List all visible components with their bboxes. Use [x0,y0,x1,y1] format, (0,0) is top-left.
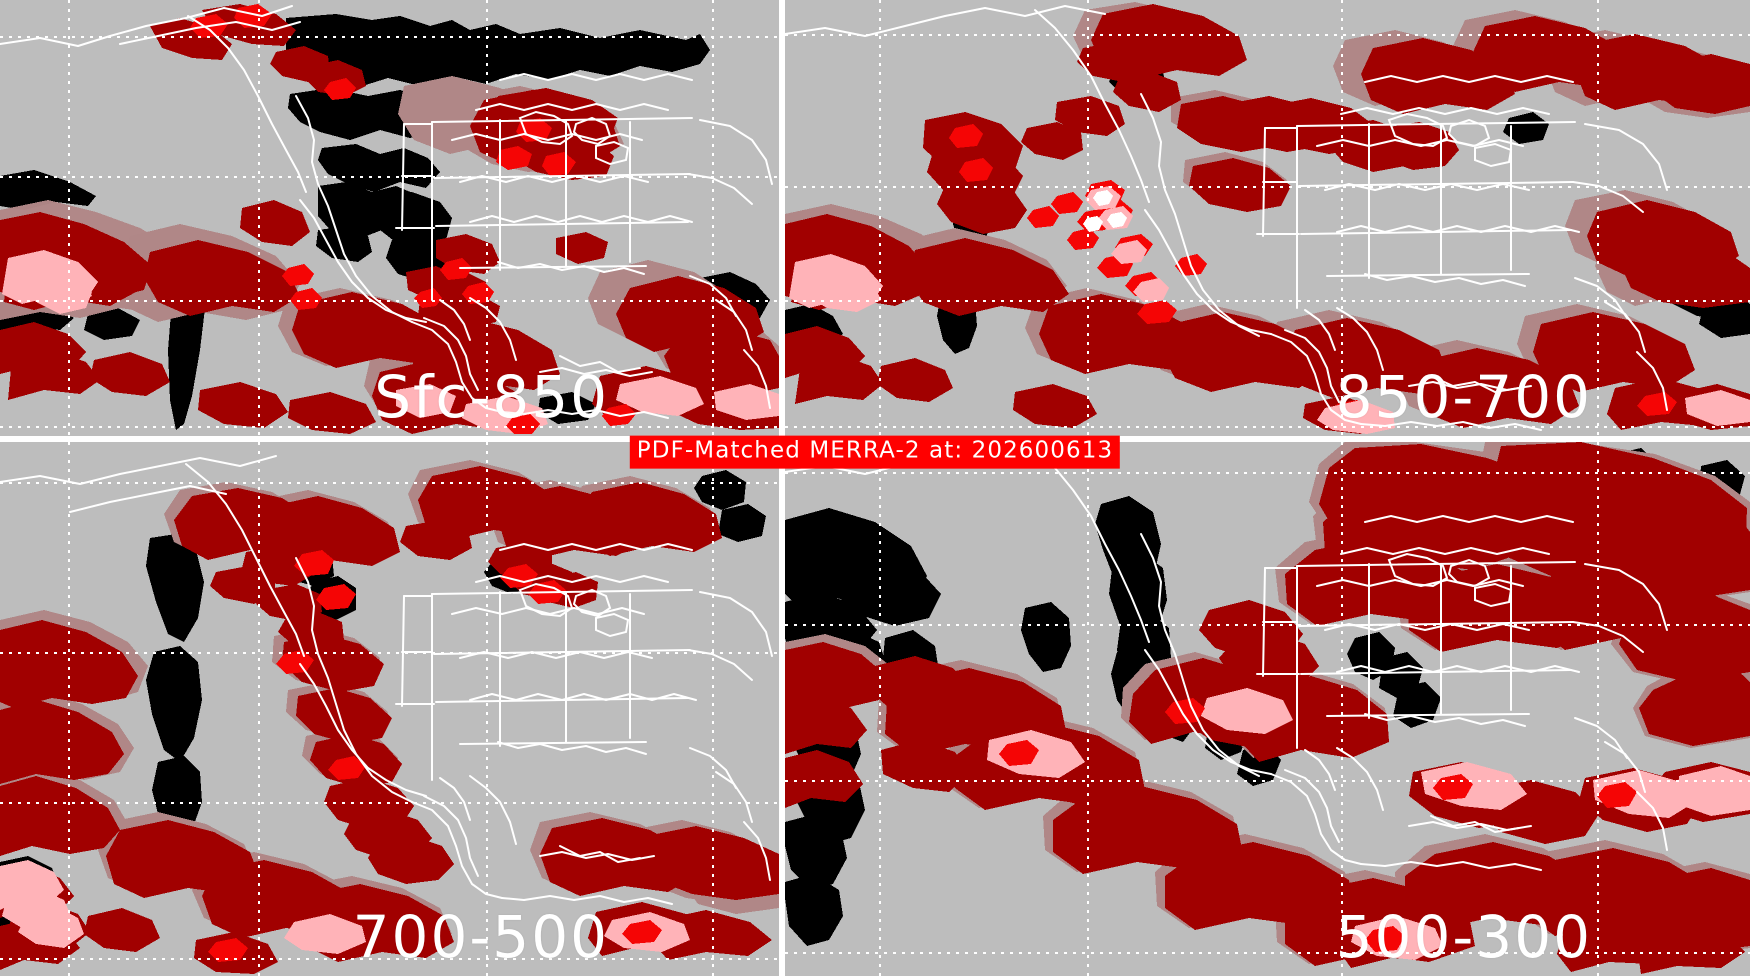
panel-label-sfc-850: Sfc-850 [374,363,609,431]
panel-sfc-850[interactable]: Sfc-850 [0,0,779,436]
panel-500-300[interactable]: 500-300 [785,442,1750,976]
panel-850-700[interactable]: 850-700 [785,0,1750,436]
figure-title-banner: PDF-Matched MERRA-2 at: 202600613 [629,435,1121,469]
map-raster-sfc-850 [0,0,779,436]
panel-700-500[interactable]: 700-500 [0,442,779,976]
panel-label-500-300: 500-300 [1335,903,1592,971]
map-raster-500-300 [785,442,1750,976]
panel-gutter-vertical [779,0,785,976]
map-raster-700-500 [0,442,779,976]
map-raster-850-700 [785,0,1750,436]
panel-label-700-500: 700-500 [352,903,609,971]
figure-title-text: PDF-Matched MERRA-2 at: 202600613 [636,437,1114,464]
panel-label-850-700: 850-700 [1335,363,1592,431]
